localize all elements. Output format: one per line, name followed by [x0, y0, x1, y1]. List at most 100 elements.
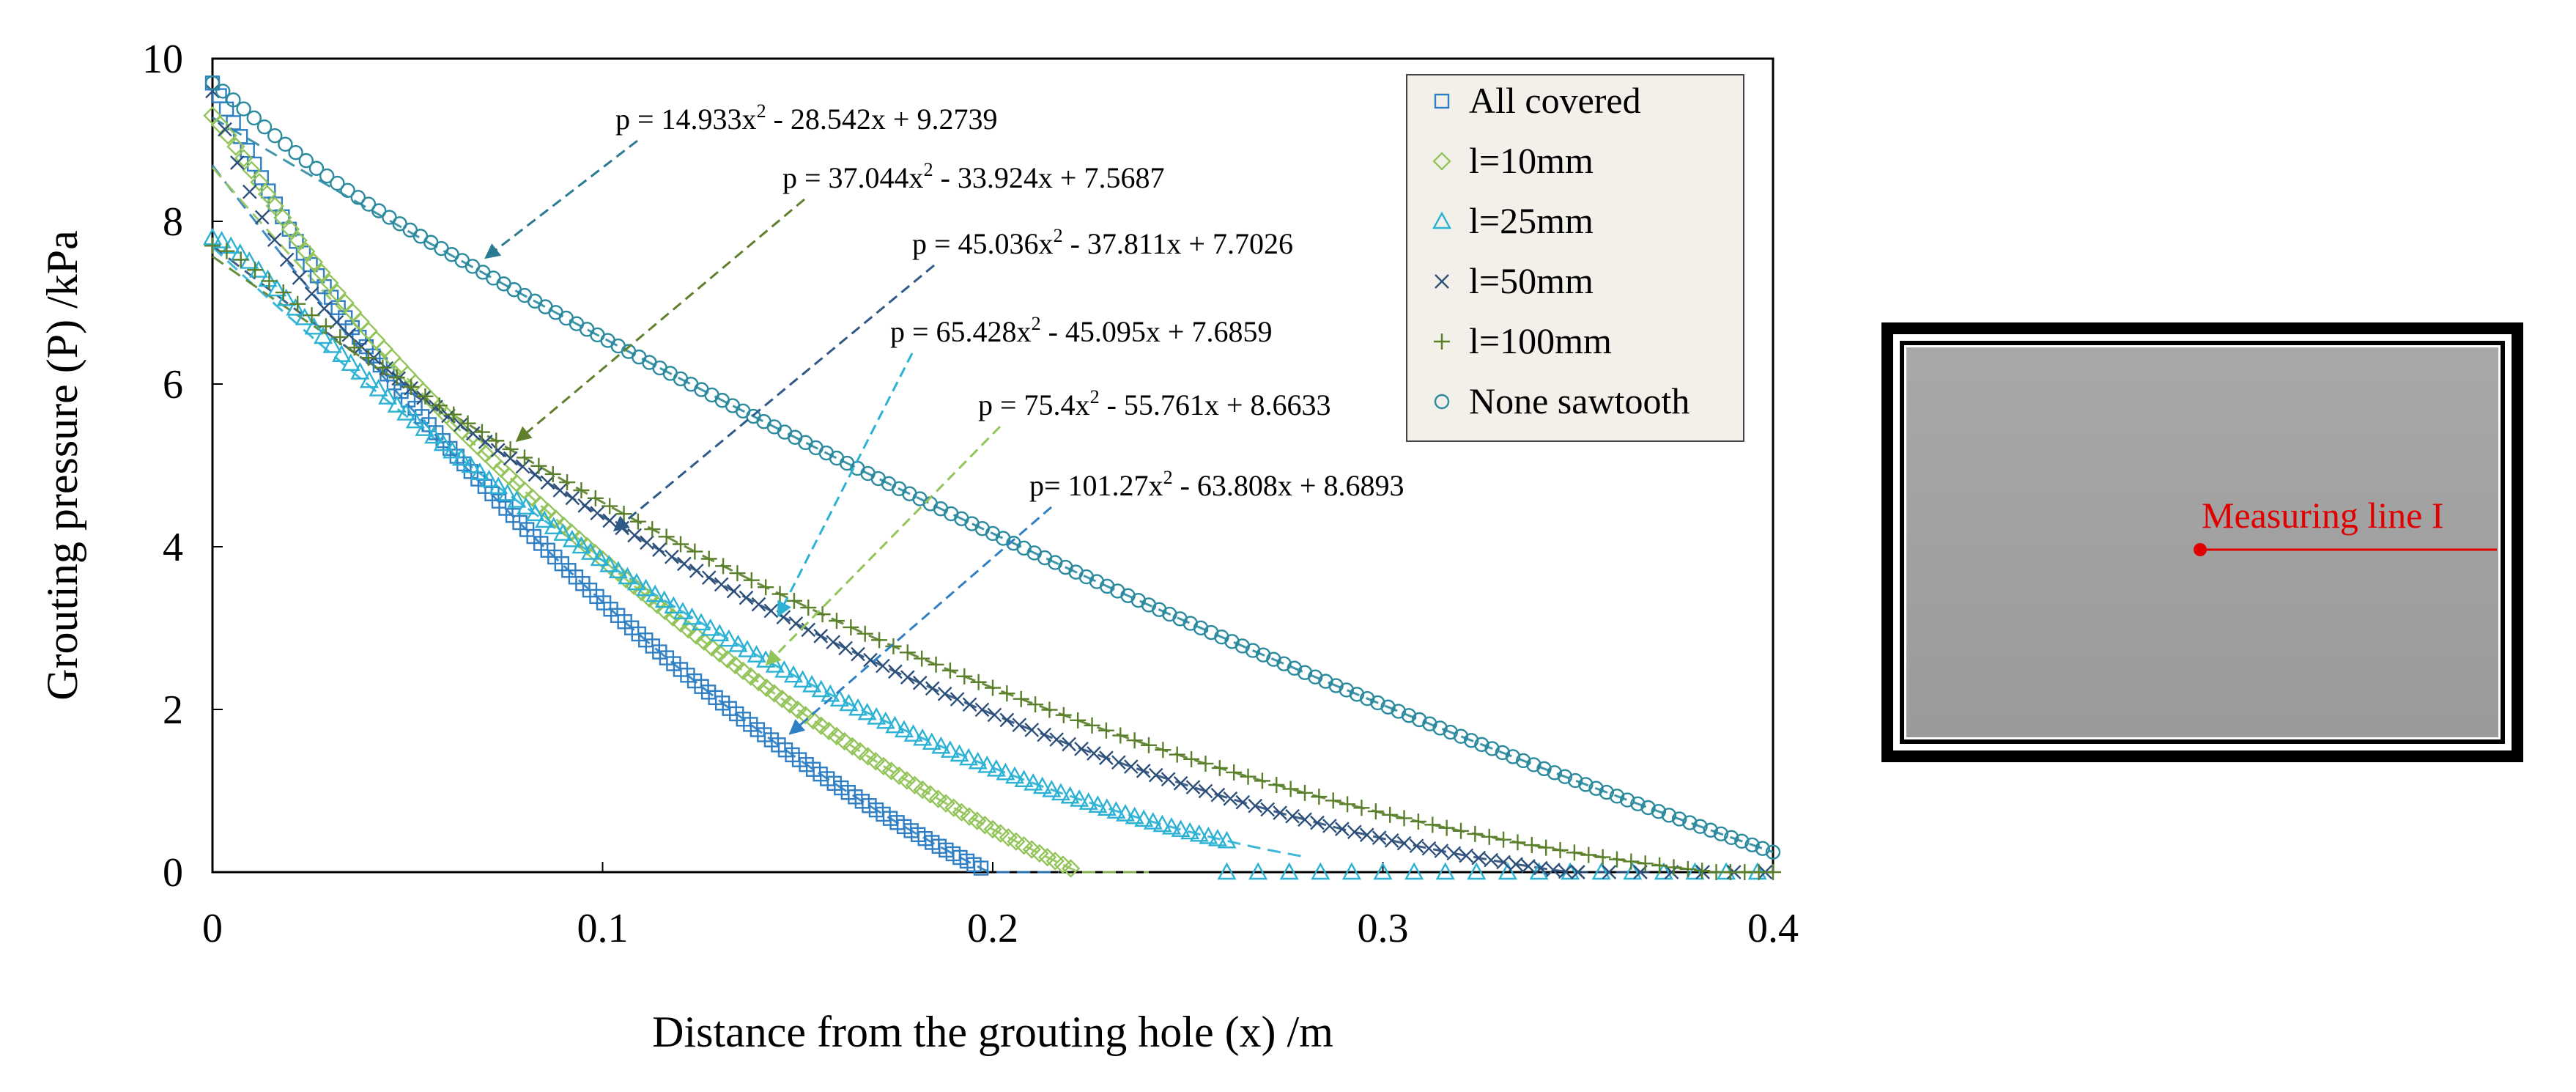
data-point: [1210, 787, 1226, 803]
data-point: [1310, 815, 1325, 830]
series-5-markers: [204, 75, 1781, 860]
data-point: [1207, 828, 1227, 846]
data-point: [985, 679, 1001, 696]
data-point: [885, 638, 902, 654]
data-point: [1682, 815, 1698, 830]
equation-4: p = 75.4x2 - 55.761x + 8.6633: [765, 386, 1330, 666]
data-point: [1567, 772, 1583, 789]
data-point: [626, 572, 647, 591]
data-point: [488, 432, 505, 449]
data-point: [1609, 851, 1625, 868]
data-point: [276, 288, 296, 306]
data-point: [1536, 761, 1552, 777]
data-point: [1651, 857, 1668, 874]
data-point: [1273, 805, 1287, 821]
legend-marker: [1434, 333, 1450, 350]
data-point: [1173, 775, 1188, 791]
data-point: [1199, 826, 1218, 844]
data-point: [1755, 841, 1771, 856]
data-point: [562, 529, 582, 547]
data-point: [1391, 704, 1407, 719]
data-point: [925, 681, 940, 696]
x-tick-label: 0.4: [1747, 906, 1799, 951]
data-point: [433, 433, 453, 451]
data-point: [1484, 741, 1500, 756]
data-point: [470, 462, 490, 480]
data-point: [304, 253, 324, 272]
series-4-markers: [204, 237, 1781, 880]
data-point: [788, 700, 807, 720]
data-point: [1097, 798, 1117, 816]
data-point: [1665, 859, 1682, 876]
data-point: [899, 644, 916, 661]
data-point: [1189, 824, 1209, 842]
data-point: [1141, 737, 1157, 753]
data-point: [654, 590, 674, 608]
data-point: [273, 208, 292, 227]
data-point: [298, 152, 314, 169]
data-point: [1217, 862, 1237, 880]
data-point: [741, 667, 760, 686]
data-point: [218, 243, 235, 259]
data-point: [254, 210, 270, 225]
data-point: [319, 168, 335, 184]
data-point: [590, 548, 610, 567]
data-point: [937, 686, 952, 701]
data-point: [1183, 750, 1200, 767]
data-point: [1713, 826, 1729, 841]
data-point: [1703, 822, 1719, 838]
data-point: [215, 84, 231, 99]
data-point: [1169, 746, 1185, 763]
data-point: [1474, 737, 1489, 753]
data-point: [1404, 862, 1424, 880]
y-axis: 0 2 4 6 8 10: [142, 37, 223, 896]
data-point: [350, 190, 366, 205]
data-point: [608, 561, 628, 579]
data-point: [664, 596, 684, 614]
data-point: [479, 469, 499, 487]
data-point: [863, 652, 878, 668]
data-point: [336, 293, 355, 312]
equation-label: p= 101.27x2 - 63.808x + 8.6893: [1029, 467, 1404, 502]
data-point: [473, 424, 490, 440]
data-point: [332, 344, 352, 362]
data-point: [292, 270, 307, 285]
data-point: [1509, 834, 1526, 851]
data-point: [618, 567, 637, 585]
data-point: [1630, 796, 1646, 811]
data-point: [973, 860, 989, 876]
data-point: [286, 298, 306, 316]
data-point: [1042, 780, 1062, 797]
data-point: [330, 175, 345, 191]
data-point: [454, 417, 468, 432]
data-point: [1679, 860, 1696, 877]
data-point: [247, 262, 264, 278]
data-point: [728, 634, 748, 652]
data-point: [303, 307, 320, 324]
data-point: [1566, 844, 1583, 861]
data-point: [715, 558, 732, 575]
data-point: [1279, 862, 1299, 880]
data-point: [763, 603, 779, 619]
data-point: [317, 301, 332, 316]
data-point: [565, 490, 580, 506]
data-point: [314, 326, 333, 344]
data-point: [1495, 831, 1512, 848]
data-point: [658, 528, 675, 545]
data-point: [378, 387, 398, 405]
data-point: [1197, 755, 1214, 772]
data-point: [737, 640, 758, 657]
data-point: [275, 284, 292, 301]
data-point: [867, 707, 887, 725]
data-point: [1459, 848, 1474, 863]
data-point: [587, 490, 604, 506]
data-point: [968, 811, 987, 830]
data-point: [952, 803, 971, 822]
data-point: [1722, 864, 1739, 880]
data-point: [1619, 792, 1635, 808]
equation-label: p = 65.428x2 - 45.095x + 7.6859: [890, 313, 1272, 348]
data-point: [461, 455, 481, 473]
data-point: [1062, 737, 1076, 752]
data-point: [1217, 830, 1237, 849]
data-point: [1134, 809, 1154, 827]
